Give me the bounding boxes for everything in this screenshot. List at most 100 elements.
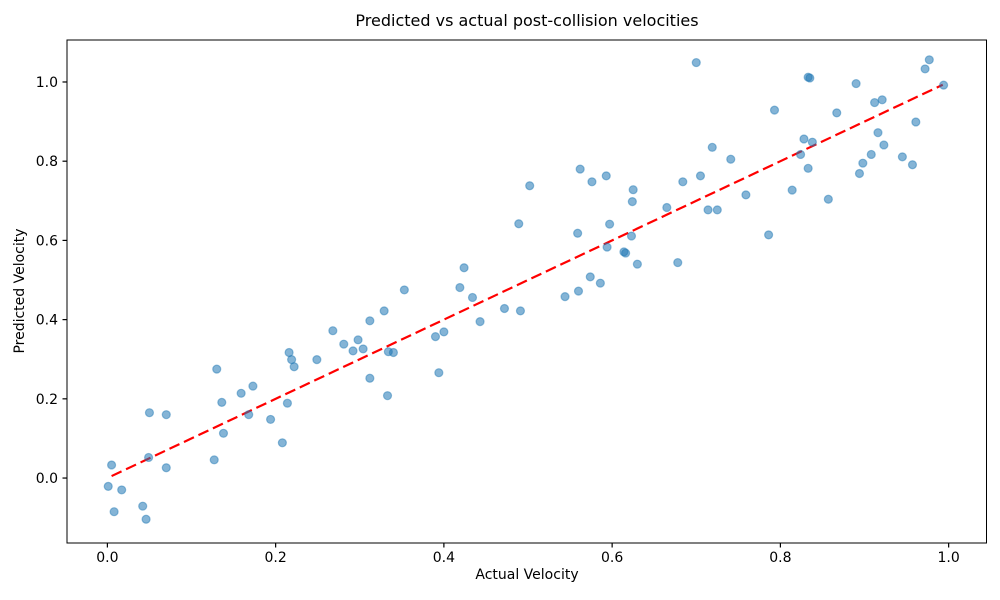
data-point	[103, 481, 113, 491]
data-point	[866, 149, 876, 160]
data-point	[248, 381, 258, 391]
data-point	[712, 205, 722, 215]
data-point	[879, 140, 889, 150]
data-point	[924, 55, 934, 65]
y-tick-label: 0.0	[36, 471, 58, 487]
data-point	[628, 185, 638, 195]
data-point	[703, 205, 713, 215]
data-point	[807, 137, 817, 147]
data-point	[312, 355, 322, 365]
data-point	[764, 230, 774, 240]
data-point	[399, 285, 409, 295]
y-tick-label: 0.8	[36, 154, 58, 170]
data-point	[601, 171, 611, 181]
data-point	[388, 347, 399, 358]
data-point	[365, 373, 375, 383]
data-point	[379, 306, 389, 316]
data-point	[602, 242, 612, 252]
data-point	[938, 80, 949, 90]
data-point	[265, 414, 276, 425]
x-tick-label: 0.6	[601, 550, 623, 566]
data-point	[678, 177, 688, 187]
data-point	[787, 185, 797, 195]
data-point	[218, 428, 229, 438]
data-point	[109, 507, 119, 517]
data-point	[858, 158, 868, 168]
data-point	[707, 142, 717, 152]
axes-frame	[66, 39, 987, 544]
data-point	[626, 231, 637, 241]
data-point	[144, 452, 154, 463]
data-point	[897, 152, 907, 162]
data-point	[587, 177, 597, 187]
data-point	[161, 410, 171, 420]
x-tick-label: 0.2	[265, 550, 287, 566]
data-point	[277, 438, 287, 448]
data-point	[741, 190, 751, 200]
data-point	[382, 391, 393, 401]
data-point	[467, 292, 478, 303]
data-point	[695, 171, 706, 181]
data-point	[803, 163, 813, 173]
data-point	[499, 303, 510, 314]
data-point	[805, 73, 815, 83]
data-point	[339, 339, 349, 349]
data-point	[877, 95, 887, 105]
x-tick-label: 0.8	[769, 550, 791, 566]
data-point	[430, 332, 441, 342]
data-point	[595, 278, 605, 288]
data-point	[851, 78, 861, 89]
data-point	[799, 134, 809, 144]
data-point	[138, 501, 148, 511]
data-point	[212, 364, 222, 374]
data-point	[627, 196, 637, 207]
data-point	[328, 326, 338, 336]
data-point	[691, 57, 701, 68]
chart-title: Predicted vs actual post-collision veloc…	[355, 11, 699, 30]
data-point	[475, 317, 485, 327]
data-point	[573, 228, 583, 238]
data-point	[365, 316, 375, 326]
data-point	[459, 263, 469, 273]
data-point	[823, 194, 833, 204]
data-point	[620, 248, 631, 258]
y-tick-label: 0.2	[36, 392, 58, 408]
data-point	[832, 108, 842, 118]
y-tick-label: 0.4	[36, 313, 58, 329]
data-point	[673, 257, 683, 268]
data-point	[287, 355, 297, 365]
identity-reference-line	[111, 83, 944, 478]
y-axis-label: Predicted Velocity	[12, 228, 28, 354]
data-point	[726, 154, 736, 164]
data-point	[911, 117, 921, 127]
data-point	[282, 398, 293, 408]
data-point	[439, 327, 449, 337]
data-point	[289, 362, 299, 372]
data-point	[920, 64, 930, 74]
data-point	[284, 347, 294, 358]
x-tick-label: 1.0	[938, 550, 960, 566]
data-point	[144, 408, 155, 418]
data-point	[358, 344, 368, 354]
data-point	[525, 181, 535, 191]
data-point	[515, 306, 526, 316]
data-point	[662, 202, 672, 213]
data-point	[575, 164, 585, 174]
data-point	[769, 105, 780, 115]
data-point	[585, 272, 595, 282]
data-point	[161, 463, 171, 473]
data-point	[434, 368, 444, 378]
y-tick-label: 1.0	[36, 75, 58, 91]
data-point	[141, 514, 151, 524]
data-point	[605, 219, 615, 229]
data-point	[873, 128, 883, 138]
data-point	[514, 219, 524, 229]
data-point	[455, 282, 465, 293]
data-point	[209, 455, 219, 465]
data-point	[236, 388, 246, 398]
data-point	[560, 292, 570, 302]
data-point	[907, 160, 918, 170]
data-point	[854, 168, 865, 179]
